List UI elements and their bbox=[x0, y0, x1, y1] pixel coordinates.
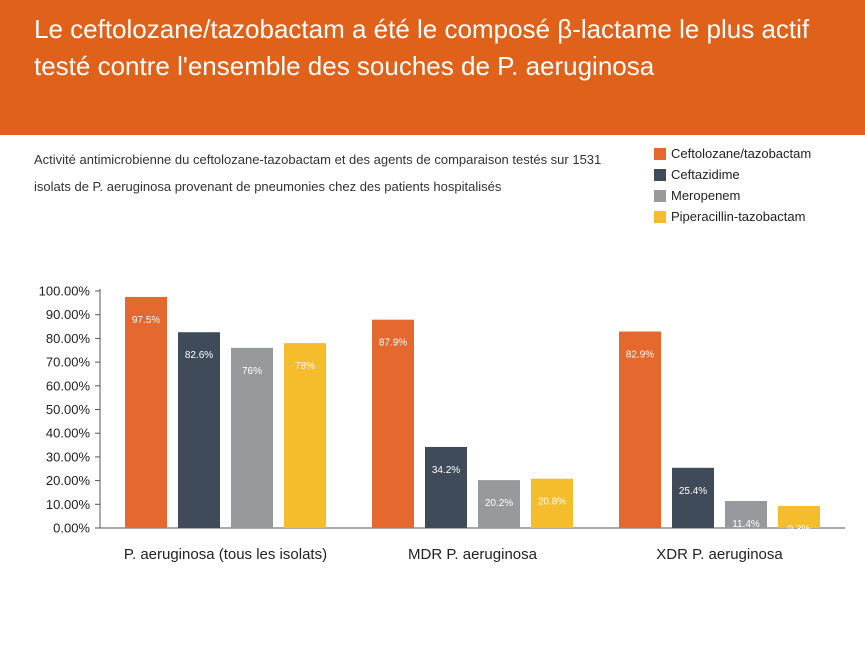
legend-item: Ceftazidime bbox=[654, 164, 811, 185]
page-title: Le ceftolozane/tazobactam a été le compo… bbox=[34, 14, 810, 81]
data-label: 20.8% bbox=[538, 497, 566, 508]
legend-swatch bbox=[654, 168, 666, 181]
bar bbox=[284, 343, 326, 528]
bar bbox=[672, 467, 714, 528]
data-label: 76% bbox=[242, 366, 262, 377]
bar bbox=[125, 296, 167, 528]
data-label: 25.4% bbox=[679, 486, 707, 497]
data-label: 82.6% bbox=[185, 350, 213, 361]
y-tick-label: 100.00% bbox=[39, 284, 91, 299]
legend-swatch bbox=[654, 189, 666, 202]
y-tick-label: 70.00% bbox=[46, 355, 91, 370]
data-label: 9.3% bbox=[788, 524, 811, 535]
data-label: 97.5% bbox=[132, 315, 160, 326]
bar bbox=[425, 446, 467, 528]
legend-label: Ceftolozane/tazobactam bbox=[671, 146, 812, 161]
y-tick-label: 10.00% bbox=[46, 497, 91, 512]
bar bbox=[778, 505, 820, 528]
bar bbox=[725, 500, 767, 528]
legend-item: Ceftolozane/tazobactam bbox=[654, 143, 811, 164]
legend: Ceftolozane/tazobactam Ceftazidime Meropen… bbox=[654, 143, 811, 227]
legend-swatch bbox=[654, 147, 666, 160]
legend-swatch bbox=[654, 210, 666, 223]
data-label: 82.9% bbox=[626, 350, 654, 361]
y-tick-label: 40.00% bbox=[46, 426, 91, 441]
y-tick-label: 60.00% bbox=[46, 378, 91, 393]
category-label: MDR P. aeruginosa bbox=[408, 546, 538, 563]
bar bbox=[178, 332, 220, 528]
bar bbox=[619, 331, 661, 528]
y-tick-label: 20.00% bbox=[46, 473, 91, 488]
data-label: 34.2% bbox=[432, 465, 460, 476]
data-label: 11.4% bbox=[732, 519, 760, 530]
bar bbox=[231, 347, 273, 528]
y-tick-label: 30.00% bbox=[46, 449, 91, 464]
category-label: P. aeruginosa (tous les isolats) bbox=[124, 546, 327, 563]
y-tick-label: 80.00% bbox=[46, 331, 91, 346]
chart-subtitle: Activité antimicrobienne du ceftolozane-… bbox=[34, 152, 602, 194]
y-tick-label: 0.00% bbox=[53, 521, 90, 536]
category-label: XDR P. aeruginosa bbox=[656, 546, 783, 563]
legend-label: Piperacillin-tazobactam bbox=[671, 209, 806, 224]
bar bbox=[478, 480, 520, 528]
legend-item: Piperacillin-tazobactam bbox=[654, 206, 811, 227]
data-label: 87.9% bbox=[379, 338, 407, 349]
legend-item: Meropenem bbox=[654, 185, 811, 206]
bar bbox=[372, 319, 414, 528]
y-tick-label: 50.00% bbox=[46, 402, 91, 417]
data-label: 78% bbox=[295, 361, 315, 372]
bar bbox=[531, 478, 573, 528]
legend-label: Meropenem bbox=[671, 188, 741, 203]
legend-label: Ceftazidime bbox=[671, 167, 740, 182]
title-banner: Le ceftolozane/tazobactam a été le compo… bbox=[0, 0, 865, 135]
bar-chart: 0.00% 10.00% 20.00% 30.00% 40.00% 50.00% 60.00… bbox=[39, 284, 845, 563]
y-tick-label: 90.00% bbox=[46, 307, 91, 322]
data-label: 20.2% bbox=[485, 498, 513, 509]
